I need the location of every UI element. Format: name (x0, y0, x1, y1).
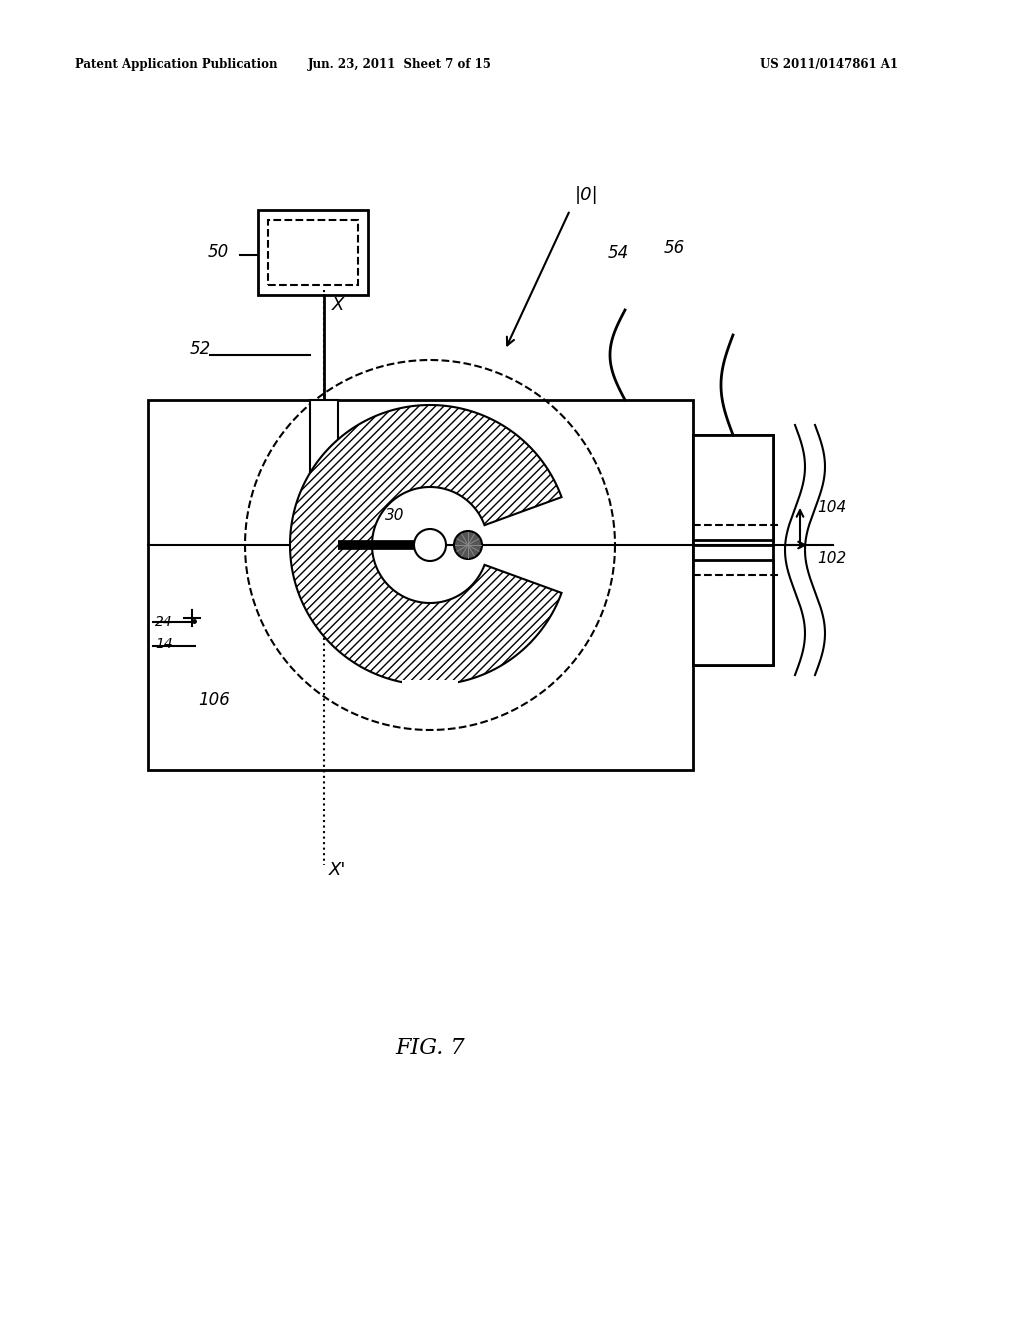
Bar (148, 400, 693, 770)
Text: 102: 102 (817, 550, 846, 566)
Text: |0|: |0| (575, 186, 599, 205)
Text: Jun. 23, 2011  Sheet 7 of 15: Jun. 23, 2011 Sheet 7 of 15 (308, 58, 492, 71)
Bar (268, 220, 358, 285)
Bar (693, 545, 773, 665)
Bar (258, 210, 368, 294)
Circle shape (454, 531, 482, 558)
Text: 56: 56 (664, 239, 685, 257)
Text: 50: 50 (208, 243, 229, 261)
Text: X': X' (329, 861, 346, 879)
Bar (310, 400, 338, 565)
Text: FIG. 7: FIG. 7 (395, 1038, 465, 1059)
Bar (693, 436, 773, 540)
Text: Patent Application Publication: Patent Application Publication (75, 58, 278, 71)
Bar (402, 680, 458, 705)
Text: 104: 104 (817, 500, 846, 515)
Circle shape (414, 529, 446, 561)
Text: US 2011/0147861 A1: US 2011/0147861 A1 (760, 58, 898, 71)
Text: 54: 54 (608, 244, 630, 261)
Polygon shape (290, 405, 561, 685)
Text: 106: 106 (198, 690, 229, 709)
Text: 24: 24 (155, 615, 173, 630)
Text: 14: 14 (155, 638, 173, 651)
Text: 52: 52 (190, 341, 211, 358)
Text: X: X (332, 296, 344, 314)
Bar (693, 436, 773, 545)
Text: 30: 30 (385, 508, 404, 523)
Bar (693, 560, 773, 665)
